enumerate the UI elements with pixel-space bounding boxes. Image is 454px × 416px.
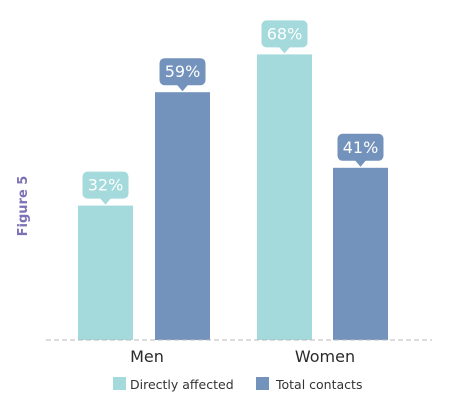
legend: Directly affected Total contacts	[113, 377, 362, 392]
legend-swatch-total-contacts	[256, 377, 269, 390]
legend-swatch-directly-affected	[113, 377, 126, 390]
data-label-pointer	[354, 159, 367, 167]
bars-layer: 32% 68% 59% 41%	[78, 20, 388, 341]
data-label-pointer	[176, 84, 189, 92]
data-label-box	[337, 133, 384, 161]
legend-label-directly-affected: Directly affected	[130, 377, 234, 392]
figure-label: Figure 5	[16, 176, 31, 237]
data-label-directly-affected-women: 68%	[267, 24, 303, 43]
data-label-total-contacts-women: 41%	[343, 138, 379, 157]
data-label-box	[82, 171, 129, 199]
category-label-women: Women	[295, 347, 355, 366]
data-label-pointer	[99, 197, 112, 205]
data-label-box	[159, 58, 206, 86]
bar-directly-affected-men	[78, 205, 133, 340]
data-label-bubble-total-contacts-men: 59%	[159, 58, 206, 92]
legend-label-total-contacts: Total contacts	[275, 377, 362, 392]
data-label-total-contacts-men: 59%	[165, 62, 201, 81]
bar-total-contacts-women	[333, 167, 388, 340]
legend-item-directly-affected: Directly affected	[113, 377, 234, 392]
legend-item-total-contacts: Total contacts	[256, 377, 362, 392]
data-label-directly-affected-men: 32%	[88, 176, 124, 195]
category-labels: Men Women	[130, 347, 355, 366]
data-label-bubble-directly-affected-women: 68%	[261, 20, 308, 54]
bar-directly-affected-women	[257, 54, 312, 341]
data-label-bubble-total-contacts-women: 41%	[337, 133, 384, 167]
category-label-men: Men	[130, 347, 164, 366]
bar-total-contacts-men	[155, 92, 210, 340]
data-label-bubble-directly-affected-men: 32%	[82, 171, 129, 205]
data-label-box	[261, 20, 308, 48]
data-label-pointer	[278, 46, 291, 54]
